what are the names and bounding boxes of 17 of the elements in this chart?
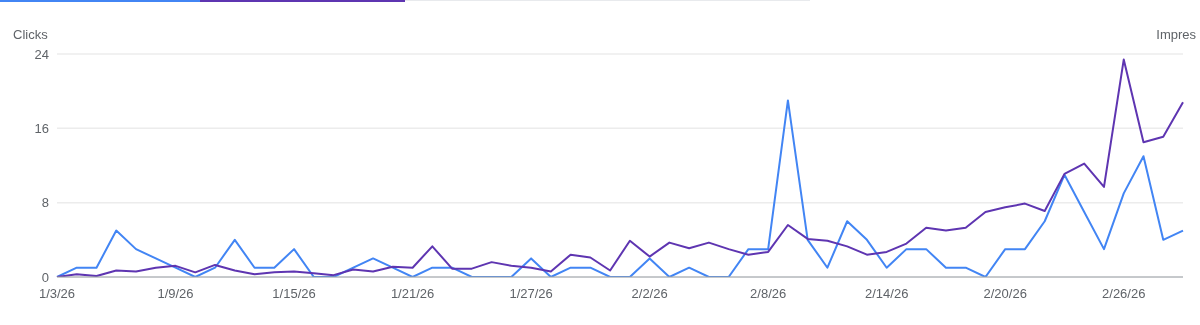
y-tick-label: 8 bbox=[41, 195, 49, 211]
x-tick-label: 2/2/26 bbox=[631, 286, 668, 302]
x-tick-label: 1/9/26 bbox=[157, 286, 194, 302]
x-tick-label: 2/8/26 bbox=[750, 286, 787, 302]
x-tick-label: 1/27/26 bbox=[509, 286, 553, 302]
y2-axis-title: Impres bbox=[1156, 27, 1196, 42]
x-tick-label: 1/21/26 bbox=[390, 286, 435, 302]
y-tick-label: 0 bbox=[41, 269, 49, 285]
line-series bbox=[56, 99, 1184, 277]
y-tick-label: 24 bbox=[34, 46, 49, 62]
x-tick-label: 2/20/26 bbox=[983, 286, 1027, 302]
y-tick-label: 16 bbox=[34, 120, 49, 136]
x-tick-label: 2/26/26 bbox=[1102, 286, 1146, 302]
y-axis-title: Clicks bbox=[13, 27, 48, 42]
x-tick-label: 1/15/26 bbox=[272, 286, 316, 302]
x-tick-label: 2/14/26 bbox=[865, 286, 909, 302]
x-tick-label: 1/3/26 bbox=[38, 286, 76, 302]
